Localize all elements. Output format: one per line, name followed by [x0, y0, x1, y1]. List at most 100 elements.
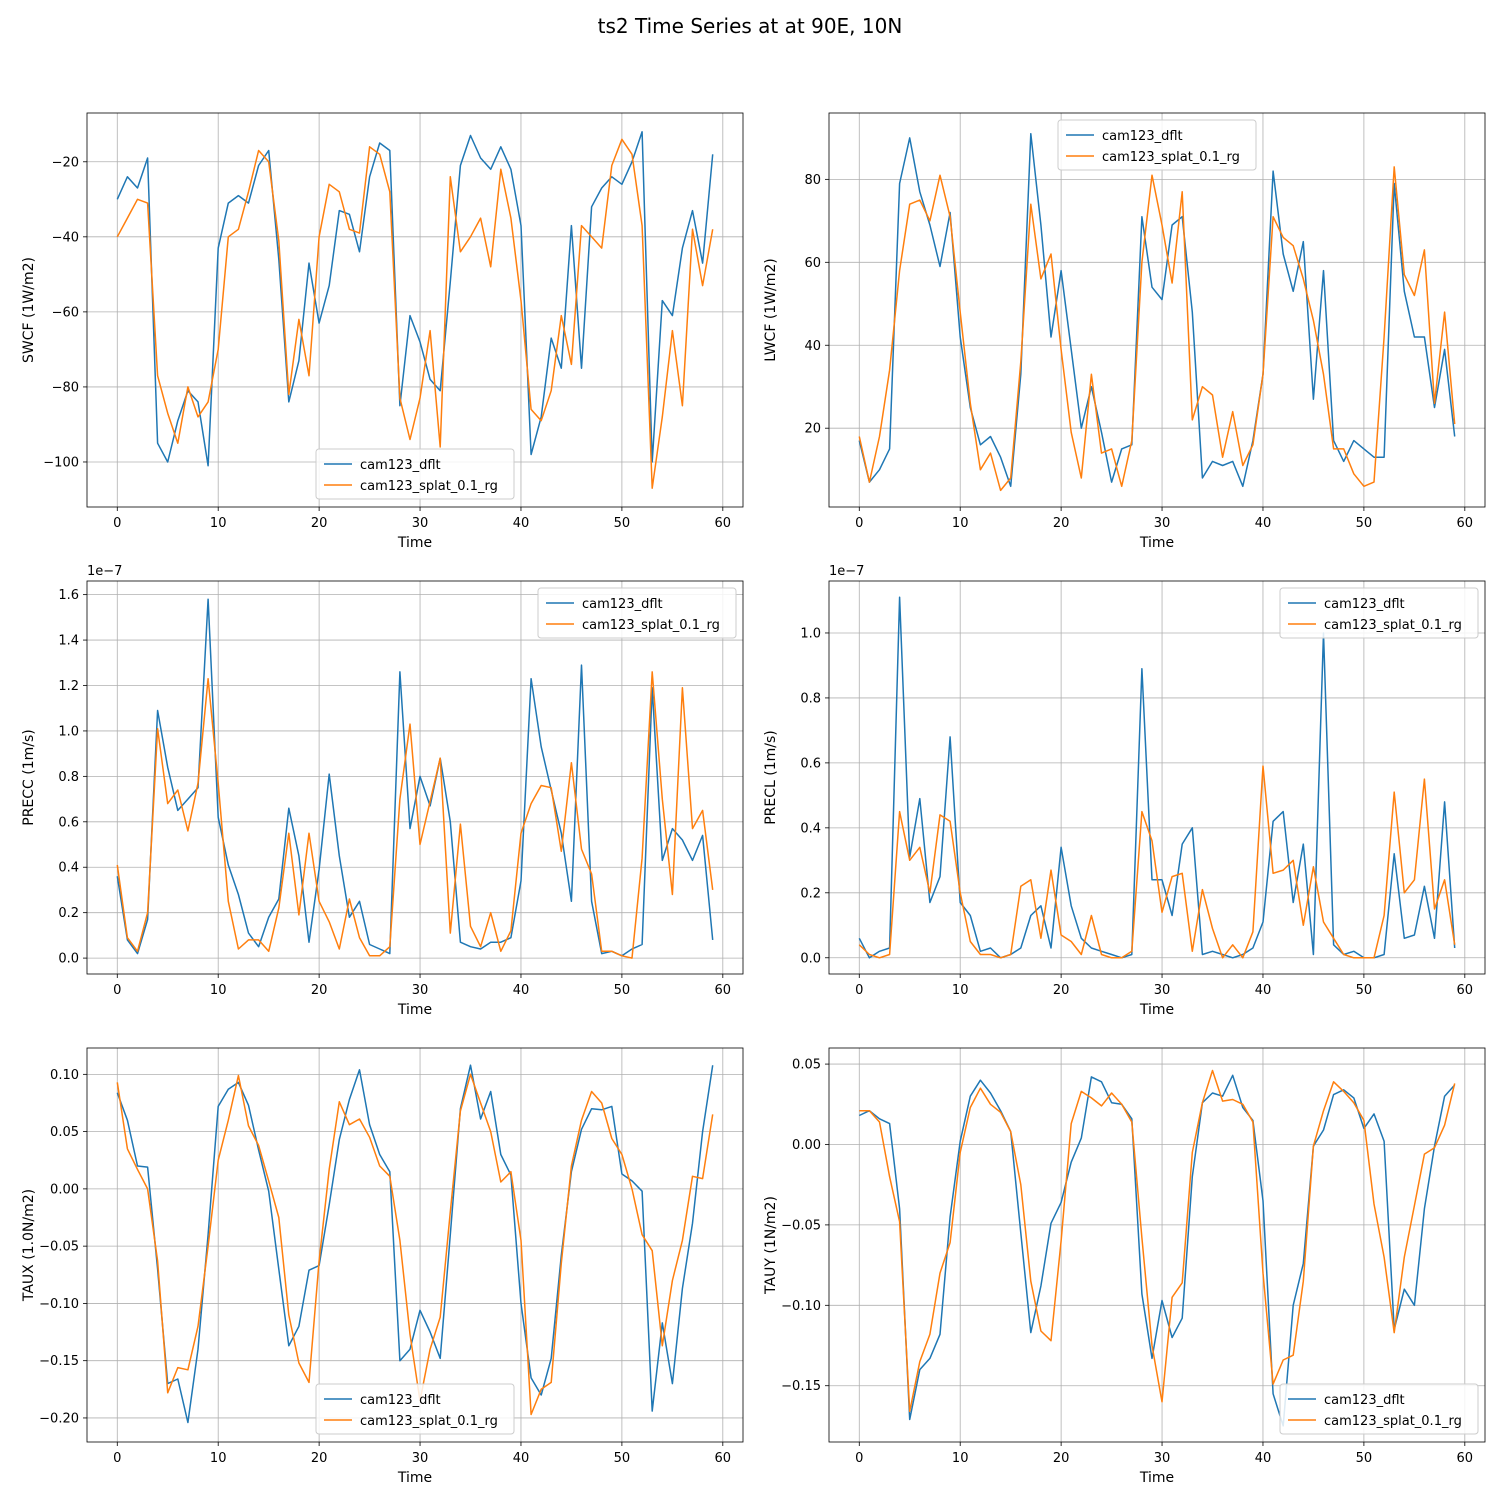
precc-legend-label-2: cam123_splat_0.1_rg [582, 618, 720, 633]
precl-legend-label-1: cam123_dflt [1324, 597, 1405, 612]
lwcf-legend: cam123_dflt cam123_splat_0.1_rg [1057, 119, 1257, 171]
precc-x-axis-label: Time [397, 1002, 432, 1018]
lwcf-x-tick-label: 40 [1255, 516, 1272, 531]
tauy-x-axis-label: Time [1139, 1470, 1174, 1486]
tauy-x-tick-label: 10 [952, 1451, 969, 1466]
swcf-x-tick-label: 50 [614, 516, 631, 531]
precc-x-tick-label: 10 [210, 983, 227, 998]
lwcf-legend-box [1057, 119, 1257, 171]
precl-axes-frame [828, 580, 1486, 975]
lwcf-y-tick-label: 60 [804, 256, 821, 271]
precl-legend: cam123_dflt cam123_splat_0.1_rg [1279, 587, 1479, 639]
precc-x-tick-label: 40 [513, 983, 530, 998]
lwcf-legend-label-2: cam123_splat_0.1_rg [1102, 150, 1240, 165]
precc-y-tick-label: 0.2 [58, 906, 79, 921]
taux-legend-label-1: cam123_dflt [360, 1393, 441, 1408]
lwcf-y-axis-label: LWCF (1W/m2) [763, 258, 779, 362]
taux-y-axis-label: TAUX (1.0N/m2) [21, 1189, 37, 1302]
swcf-x-tick-label: 30 [412, 516, 429, 531]
tauy-y-tick-label: −0.15 [781, 1379, 821, 1394]
precl-series-line-2 [858, 765, 1456, 959]
lwcf-axes-frame [828, 112, 1486, 508]
precc-y-tick-label: 1.6 [58, 588, 79, 603]
precc-y-tick-label: 1.4 [58, 634, 79, 649]
precl-y-tick-label: 0.6 [800, 756, 821, 771]
tauy-y-tick-label: −0.10 [781, 1299, 821, 1314]
tauy-legend-box [1279, 1383, 1479, 1435]
swcf-y-axis-label: SWCF (1W/m2) [21, 257, 37, 363]
precl-x-tick-label: 0 [855, 983, 863, 998]
precl-x-tick-label: 50 [1356, 983, 1373, 998]
swcf-axes-frame [86, 112, 744, 508]
lwcf-x-tick-label: 20 [1053, 516, 1070, 531]
precl-grid [829, 581, 1485, 974]
tauy-x-tick-label: 20 [1053, 1451, 1070, 1466]
lwcf-x-axis-label: Time [1139, 535, 1174, 551]
tauy-panel: 0 10 20 30 40 50 60 −0.15 −0.10 −0.05 0.00 0.05 Time… [763, 1047, 1486, 1486]
taux-panel: 0 10 20 30 40 50 60 −0.20 −0.15 −0.10 −0.05 0.00 0.0… [21, 1047, 744, 1486]
taux-x-tick-label: 60 [715, 1451, 732, 1466]
swcf-panel: 0 10 20 30 40 50 60 −100 −80 −60 −40 −20 Time SWCF (1… [21, 112, 744, 551]
precl-x-tick-label: 20 [1053, 983, 1070, 998]
lwcf-y-tick-label: 40 [804, 339, 821, 354]
lwcf-x-tick-label: 30 [1154, 516, 1171, 531]
taux-x-tick-label: 10 [210, 1451, 227, 1466]
swcf-legend: cam123_dflt cam123_splat_0.1_rg [315, 448, 515, 500]
swcf-legend-label-2: cam123_splat_0.1_rg [360, 479, 498, 494]
swcf-x-tick-label: 60 [715, 516, 732, 531]
swcf-y-tick-label: −100 [43, 455, 79, 470]
lwcf-x-tick-label: 0 [855, 516, 863, 531]
taux-legend-box [315, 1383, 515, 1435]
tauy-grid [829, 1048, 1485, 1442]
tauy-series-line-1 [858, 1074, 1456, 1427]
precc-x-tick-label: 50 [614, 983, 631, 998]
swcf-series-line-2 [116, 138, 714, 489]
tauy-y-axis-label: TAUY (1N/m2) [763, 1196, 779, 1295]
tauy-y-tick-label: 0.00 [792, 1138, 821, 1153]
tauy-y-tick-label: 0.05 [792, 1058, 821, 1073]
taux-legend-label-2: cam123_splat_0.1_rg [360, 1414, 498, 1429]
lwcf-x-tick-label: 10 [952, 516, 969, 531]
taux-axes-frame [86, 1047, 744, 1443]
lwcf-y-tick-label: 20 [804, 422, 821, 437]
precc-legend: cam123_dflt cam123_splat_0.1_rg [537, 587, 737, 639]
precl-x-tick-label: 10 [952, 983, 969, 998]
tauy-x-tick-label: 30 [1154, 1451, 1171, 1466]
taux-y-tick-label: −0.05 [39, 1240, 79, 1255]
precl-legend-label-2: cam123_splat_0.1_rg [1324, 618, 1462, 633]
figure-title: ts2 Time Series at at 90E, 10N [597, 14, 903, 38]
taux-y-tick-label: −0.20 [39, 1411, 79, 1426]
precc-y-tick-label: 1.2 [58, 679, 79, 694]
taux-x-tick-label: 40 [513, 1451, 530, 1466]
tauy-x-tick-label: 50 [1356, 1451, 1373, 1466]
taux-y-tick-label: 0.00 [50, 1182, 79, 1197]
taux-y-tick-label: 0.10 [50, 1068, 79, 1083]
taux-y-tick-label: −0.15 [39, 1354, 79, 1369]
taux-y-tick-label: −0.10 [39, 1297, 79, 1312]
precc-legend-label-1: cam123_dflt [582, 597, 663, 612]
precl-y-tick-label: 0.0 [800, 951, 821, 966]
swcf-grid [87, 113, 743, 507]
tauy-x-tick-label: 0 [855, 1451, 863, 1466]
tauy-x-tick-label: 60 [1457, 1451, 1474, 1466]
precc-x-tick-label: 30 [412, 983, 429, 998]
swcf-y-tick-label: −40 [52, 230, 79, 245]
precl-axis-scale-label: 1e−7 [829, 564, 864, 579]
tauy-x-tick-label: 40 [1255, 1451, 1272, 1466]
precl-x-tick-label: 60 [1457, 983, 1474, 998]
precl-y-tick-label: 0.4 [800, 821, 821, 836]
precc-y-tick-label: 0.0 [58, 952, 79, 967]
lwcf-series-line-2 [858, 166, 1456, 492]
lwcf-series-line-1 [858, 132, 1456, 488]
tauy-y-tick-label: −0.05 [781, 1218, 821, 1233]
taux-grid [87, 1048, 743, 1442]
precl-x-axis-label: Time [1139, 1002, 1174, 1018]
swcf-y-tick-label: −80 [52, 380, 79, 395]
taux-x-tick-label: 50 [614, 1451, 631, 1466]
lwcf-y-tick-label: 80 [804, 173, 821, 188]
precc-axes-frame [86, 580, 744, 975]
tauy-legend-label-2: cam123_splat_0.1_rg [1324, 1414, 1462, 1429]
precc-x-tick-label: 0 [113, 983, 121, 998]
lwcf-panel: 0 10 20 30 40 50 60 20 40 60 80 Time LWCF (1W/m2) cam… [763, 112, 1486, 551]
